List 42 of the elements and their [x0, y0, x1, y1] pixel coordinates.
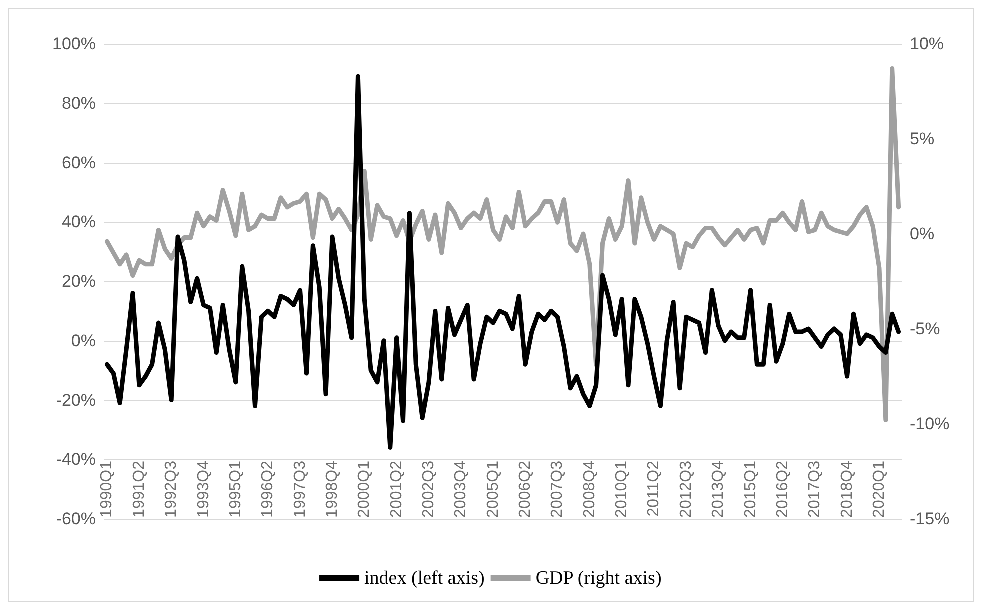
- y-tick-label: 20%: [62, 272, 96, 291]
- y-tick-label: -40%: [56, 450, 96, 470]
- y-tick-label: 60%: [62, 153, 96, 172]
- x-tick-label: 1991Q2: [130, 460, 148, 518]
- y2-tick-label: 10%: [910, 34, 944, 54]
- y-tick-label: -20%: [56, 390, 96, 410]
- x-tick-label: 2010Q1: [614, 460, 631, 518]
- x-tick-label: 2011Q2: [646, 460, 663, 517]
- x-tick-label: 2001Q2: [388, 460, 406, 518]
- y2-tick-label: -15%: [910, 510, 950, 528]
- x-tick-label: 2007Q3: [549, 460, 566, 518]
- x-tick-label: 1995Q1: [227, 460, 244, 518]
- y2-tick-label: 5%: [910, 130, 935, 148]
- x-tick-label: 1996Q2: [260, 460, 277, 518]
- y-tick-label: 0%: [71, 331, 96, 350]
- x-tick-label: 2018Q4: [838, 460, 856, 518]
- legend-label: GDP (right axis): [536, 568, 662, 589]
- x-tick-label: 1990Q1: [98, 460, 116, 518]
- y-tick-label: 80%: [62, 94, 96, 113]
- x-tick-label: 2000Q1: [356, 460, 374, 518]
- y2-tick-label: -10%: [910, 414, 950, 434]
- y-tick-label: 100%: [52, 34, 96, 54]
- x-tick-label: 2020Q1: [870, 460, 888, 518]
- x-tick-label: 2003Q4: [452, 460, 470, 518]
- x-tick-label: 2015Q1: [742, 460, 760, 518]
- y2-tick-label: 0%: [910, 224, 935, 244]
- x-tick-label: 2002Q3: [420, 460, 438, 518]
- x-tick-label: 2017Q3: [806, 460, 824, 518]
- x-tick-label: 2016Q2: [774, 460, 792, 518]
- x-tick-label: 1997Q3: [292, 460, 309, 518]
- x-tick-label: 1993Q4: [195, 460, 212, 518]
- x-tick-label: 1992Q3: [163, 460, 180, 518]
- y2-tick-label: -5%: [910, 320, 940, 338]
- x-tick-label: 2005Q1: [484, 460, 502, 518]
- y-tick-label: -60%: [56, 510, 96, 528]
- x-tick-label: 2013Q4: [710, 460, 728, 518]
- x-tick-label: 2006Q2: [517, 460, 534, 518]
- y-tick-label: 40%: [62, 212, 96, 232]
- x-tick-label: 2008Q4: [581, 460, 598, 518]
- x-tick-label: 2012Q3: [678, 460, 695, 518]
- legend-label: index (left axis): [364, 568, 485, 589]
- x-tick-label: 1998Q4: [324, 460, 341, 518]
